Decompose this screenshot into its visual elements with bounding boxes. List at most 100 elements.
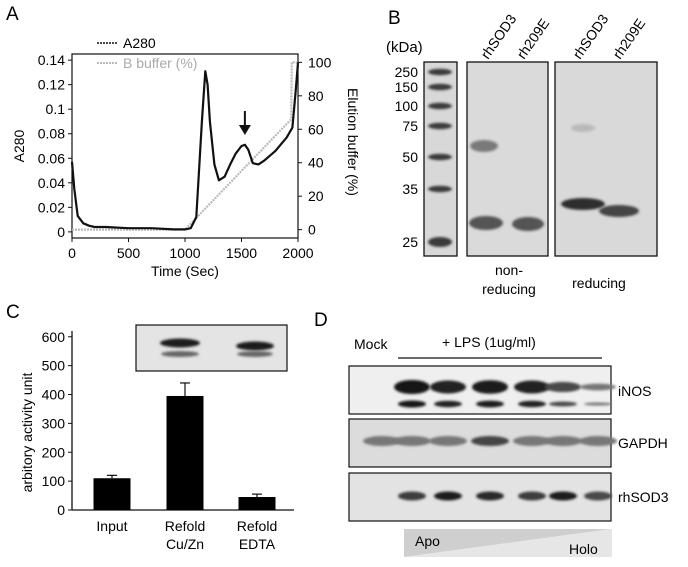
y-tick-label-a: 0.08: [38, 126, 65, 142]
gradient-label-apo: Apo: [415, 533, 440, 549]
panel-d: D Mock + LPS (1ug/ml) iNOS GAPDH rhSOD3 …: [314, 310, 669, 557]
y-tick-label-a: 0.02: [38, 199, 65, 215]
y-tick-label-a: 0.14: [38, 52, 65, 68]
panel-c-letter: C: [6, 302, 20, 323]
lane-label-rhsod3-1: rhSOD3: [477, 11, 519, 62]
y-tick-label-a: 0.04: [38, 175, 65, 191]
mock-label: Mock: [354, 336, 388, 352]
y-tick-label-c: 100: [42, 473, 66, 489]
marker-band-50: [428, 153, 452, 161]
series-line-a280: [70, 62, 300, 231]
lane-label-rh209e-1: rh209E: [513, 16, 552, 62]
panel-a-letter: A: [6, 4, 19, 25]
panel-d-letter: D: [314, 310, 328, 331]
kda-unit-label: (kDa): [386, 39, 423, 56]
y2-axis-label-a: Elution buffer (%): [345, 88, 361, 196]
x-axis-label-a: Time (Sec): [151, 263, 219, 279]
inos-band-upper-2: [430, 380, 466, 394]
group-label-nonreducing-1: non-: [495, 262, 523, 278]
rhsod3-band-6: [584, 491, 612, 501]
marker-band-75: [428, 122, 452, 130]
marker-label-35: 35: [402, 181, 418, 197]
treatment-label: + LPS (1ug/ml): [442, 334, 536, 350]
x-tick-label-a: 1500: [226, 245, 257, 261]
y-tick-label-c: 200: [42, 444, 66, 460]
category-label-2: Refold: [237, 518, 277, 534]
gapdh-band-1: [393, 436, 431, 446]
series-line-b-buffer: [72, 61, 298, 231]
gapdh-band-6: [579, 436, 617, 446]
inos-band-lower-6: [584, 402, 612, 406]
band-rhsod3-nonreducing-monomer: [469, 216, 503, 230]
panel-c-chart: 0 100 200 300 400 500 600 arbitory activity uni…: [19, 329, 294, 552]
category-label-1: Cu/Zn: [166, 536, 204, 552]
gapdh-band-4: [513, 436, 551, 446]
y-tick-label-a: 0.1: [46, 101, 66, 117]
y-tick-label-c: 400: [42, 387, 66, 403]
x-tick-label-a: 0: [68, 245, 76, 261]
y2-tick-label-a: 100: [308, 54, 332, 70]
lane-label-rh209e-2: rh209E: [609, 16, 648, 62]
inos-band-upper-4: [514, 380, 550, 394]
panel-c: C 0 100 200 300 400 500 600 arbitory activity u…: [6, 302, 294, 552]
x-tick-label-a: 2000: [282, 245, 313, 261]
rhsod3-band-4: [518, 491, 546, 501]
lane-label-rhsod3-2: rhSOD3: [569, 11, 611, 62]
marker-band-35: [428, 185, 452, 193]
x-tick-label-a: 1000: [169, 245, 200, 261]
inos-band-lower-4: [518, 400, 546, 408]
inset-band-refold-edta-upper: [236, 341, 274, 351]
marker-band-150: [428, 83, 452, 91]
y-tick-label-c: 300: [42, 415, 66, 431]
row-label-inos: iNOS: [618, 383, 651, 399]
rhsod3-band-2: [434, 491, 462, 501]
band-rhsod3-reducing: [561, 198, 605, 210]
x-tick-label-a: 500: [117, 245, 141, 261]
rhsod3-band-1: [398, 491, 426, 501]
y2-tick-label-a: 80: [308, 88, 324, 104]
y-axis-label-c: arbitory activity unit: [19, 372, 35, 492]
panel-a: A 0 500 1000 1500 200000.020.040.060.080.10.…: [6, 4, 361, 279]
band-rh209e-reducing: [599, 205, 639, 217]
inos-band-lower-3: [476, 400, 504, 408]
y2-tick-label-a: 40: [308, 155, 324, 171]
gapdh-band-3: [471, 436, 509, 446]
gapdh-bands: [363, 436, 617, 446]
y-tick-label-c: 0: [57, 502, 65, 518]
y-tick-label-a: 0.06: [38, 150, 65, 166]
y2-tick-label-a: 20: [308, 188, 324, 204]
row-label-rhsod3: rhSOD3: [618, 489, 669, 505]
category-label-2: EDTA: [239, 536, 276, 552]
bar-0: [93, 478, 131, 510]
y-tick-label-c: 500: [42, 358, 66, 374]
marker-bands: [428, 68, 452, 247]
inos-band-upper-3: [472, 380, 508, 394]
gapdh-band-5: [544, 436, 582, 446]
group-label-nonreducing-2: reducing: [482, 281, 536, 297]
panel-a-chart: 0 500 1000 1500 200000.020.040.060.080.10.12…: [11, 35, 361, 279]
y-tick-label-c: 600: [42, 329, 66, 345]
marker-band-100: [428, 102, 452, 110]
marker-band-250: [428, 68, 452, 76]
category-label-1: Refold: [165, 518, 205, 534]
inset-band-refold-cuzn-lower: [161, 351, 199, 357]
y-tick-label-a: 0: [57, 224, 65, 240]
band-rhsod3-reducing-faint: [571, 124, 595, 132]
gradient-label-holo: Holo: [569, 541, 598, 557]
inos-band-upper-5: [545, 381, 581, 393]
row-label-gapdh: GAPDH: [618, 435, 668, 451]
marker-label-75: 75: [402, 118, 418, 134]
inos-band-lower-1: [398, 400, 426, 408]
marker-label-50: 50: [402, 149, 418, 165]
bar-1: [166, 395, 204, 510]
y-tick-label-a: 0.12: [38, 77, 65, 93]
holo-wedge: [404, 529, 612, 557]
rhsod3-band-3: [476, 491, 504, 501]
rhsod3-bands: [398, 491, 612, 501]
y2-tick-label-a: 0: [308, 222, 316, 238]
inos-bands: [394, 380, 616, 408]
y-axis-label-a: A280: [11, 129, 27, 162]
